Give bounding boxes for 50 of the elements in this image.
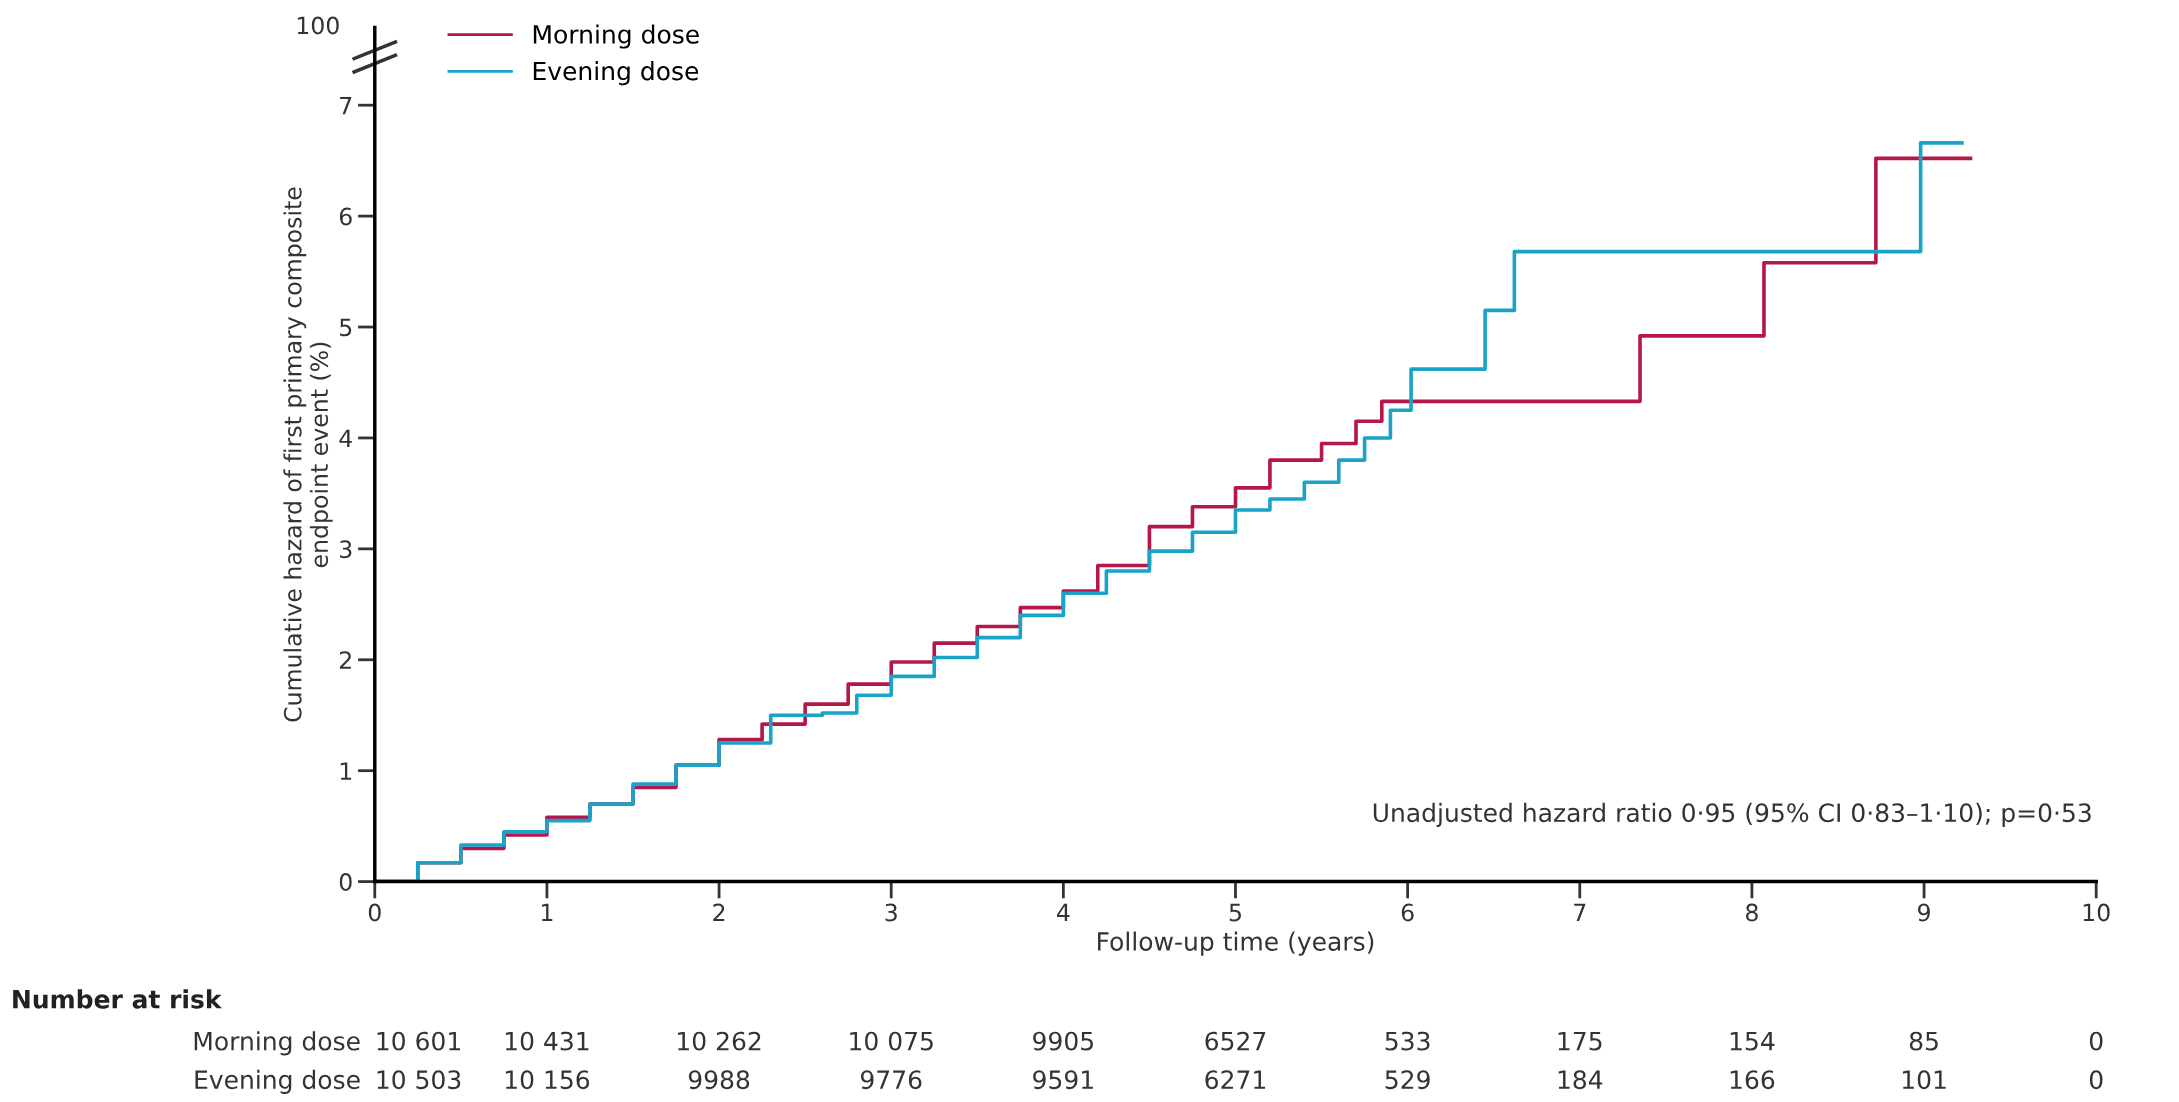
text: 6527 [1205, 1031, 1266, 1051]
y-axis-title: Cumulative hazard of first primary composite endpoint event (%) [283, 187, 333, 722]
x-tick-label: 6 [1401, 903, 1414, 922]
text: 100 [297, 16, 339, 35]
y-tick-label: 0 [339, 873, 352, 891]
x-tick-label: 8 [1746, 903, 1758, 922]
text: Morning dose [194, 1031, 360, 1056]
text: 0 [2089, 1070, 2103, 1090]
y-tick-label: 6 [339, 207, 352, 226]
y-tick-label: 2 [339, 651, 351, 669]
text: 10 156 [505, 1070, 590, 1090]
text: 10 075 [850, 1031, 933, 1051]
x-tick-label: 4 [1057, 903, 1070, 922]
y-tick-label: 3 [340, 540, 352, 559]
text: 9905 [1033, 1031, 1093, 1051]
text: 529 [1385, 1070, 1430, 1090]
text: 154 [1730, 1031, 1775, 1051]
x-tick-label: 0 [368, 903, 381, 922]
text: 166 [1730, 1070, 1775, 1090]
text: 0 [2089, 1031, 2103, 1051]
text: 101 [1902, 1070, 1946, 1090]
annotation: Unadjusted hazard ratio 0·95 (95% CI 0·83–1·10); p=0·53 [1373, 802, 2091, 828]
legend-label: Evening dose [533, 61, 699, 86]
text: Number at risk [13, 989, 222, 1009]
text: 9988 [688, 1070, 750, 1090]
x-tick-label: 1 [542, 903, 553, 922]
legend-label: Morning dose [533, 24, 699, 49]
text: 85 [1909, 1031, 1938, 1051]
x-tick-label: 10 [2083, 903, 2110, 922]
text: 10 601 [377, 1031, 460, 1051]
text: 9591 [1033, 1070, 1093, 1090]
text: 6271 [1205, 1070, 1265, 1090]
y-tick-label: 7 [340, 96, 352, 115]
x-tick-label: 2 [713, 903, 725, 922]
text: 175 [1558, 1031, 1602, 1051]
x-tick-label: 5 [1229, 903, 1241, 922]
y-tick-label: 4 [339, 429, 352, 447]
text: 9776 [860, 1070, 922, 1090]
text: 10 431 [505, 1031, 589, 1051]
x-tick-label: 9 [1918, 903, 1930, 922]
text: 10 262 [678, 1031, 761, 1051]
text: 10 503 [377, 1070, 461, 1090]
y-tick-label: 1 [340, 762, 352, 780]
x-axis-title: Follow-up time (years) [1098, 931, 1374, 956]
x-tick-label: 7 [1574, 903, 1586, 922]
text: 533 [1385, 1031, 1430, 1051]
text: 184 [1558, 1070, 1603, 1090]
text: Evening dose [195, 1069, 360, 1094]
x-tick-label: 3 [885, 903, 897, 922]
y-tick-label: 5 [340, 318, 352, 337]
